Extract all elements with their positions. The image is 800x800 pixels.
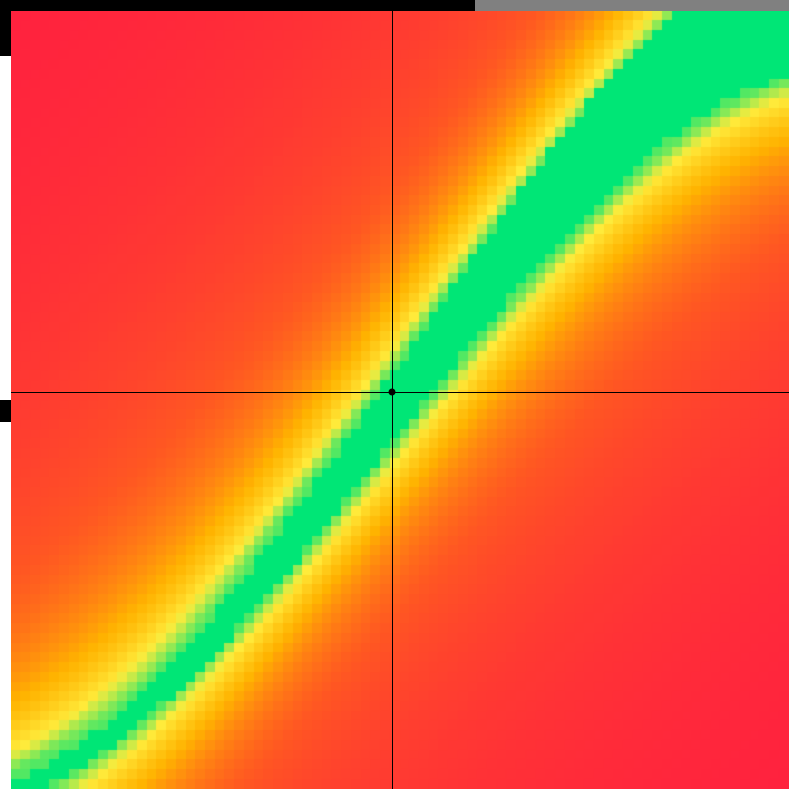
bottom-edge-margin — [0, 789, 800, 800]
left-edge-segment — [0, 11, 11, 56]
left-edge-segment — [0, 56, 11, 400]
origin-dot — [389, 389, 396, 396]
x-axis-line — [11, 392, 789, 393]
top-bar-segment-gray — [475, 0, 800, 11]
top-bar-segment-black — [0, 0, 475, 11]
heatmap-chart — [0, 0, 800, 800]
right-edge-margin — [789, 0, 800, 800]
heatmap-canvas — [11, 11, 789, 789]
y-axis-line — [392, 11, 393, 789]
left-edge-segment — [0, 422, 11, 800]
left-edge-segment — [0, 400, 11, 422]
